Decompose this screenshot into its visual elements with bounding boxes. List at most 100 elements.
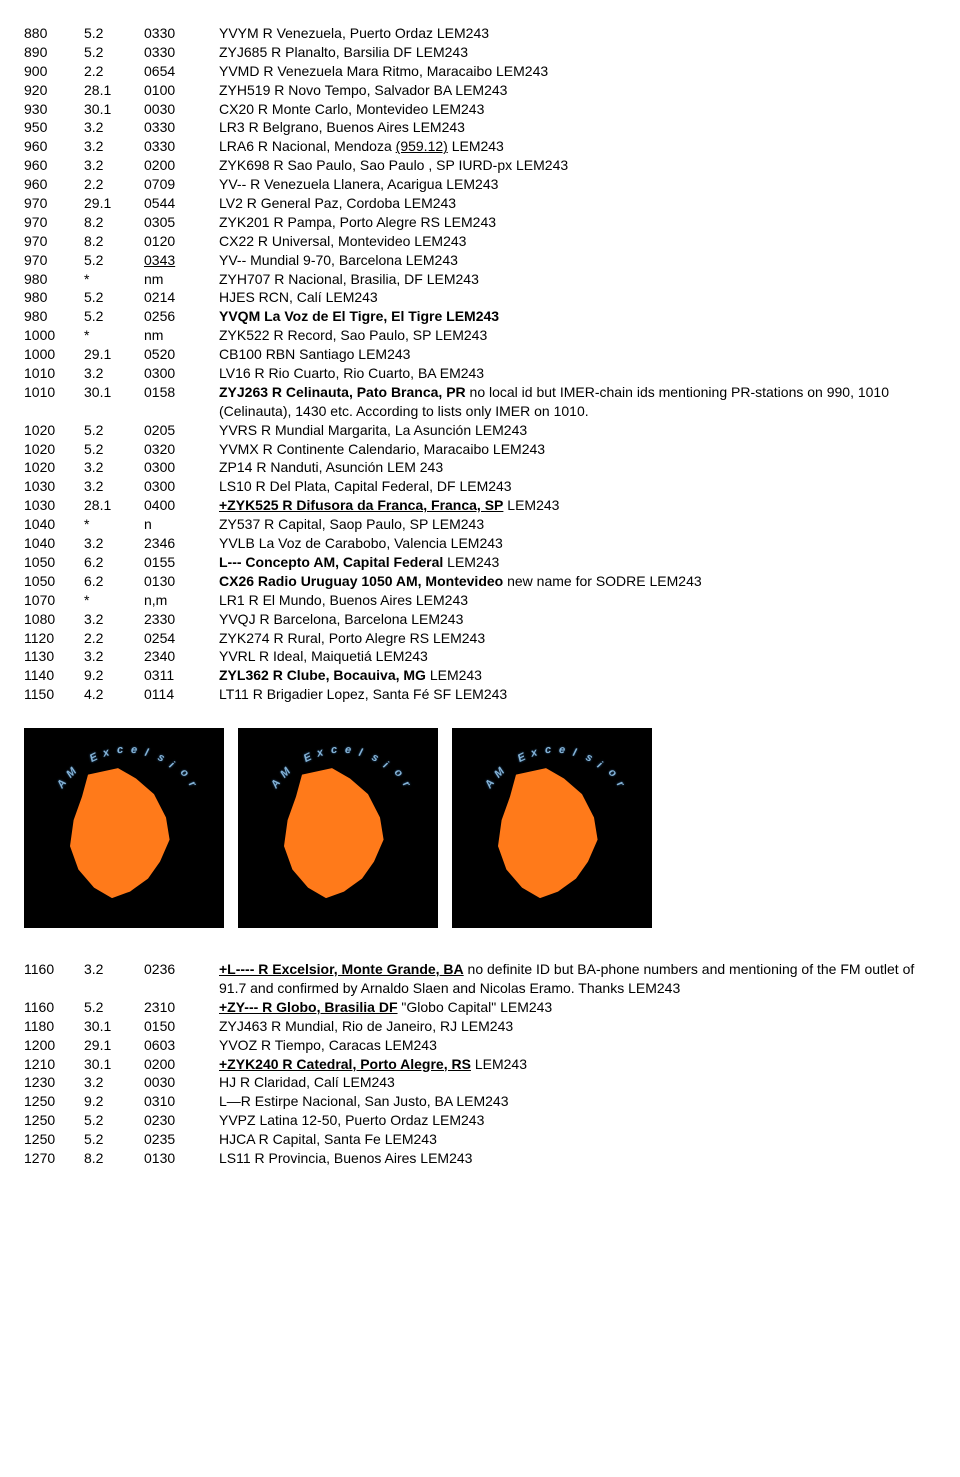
freq: 930 [24, 100, 84, 119]
freq: 950 [24, 118, 84, 137]
station-row: 103028.10400+ZYK525 R Difusora da Franca… [24, 496, 936, 515]
station-row: 1040*nZY537 R Capital, Saop Paulo, SP LE… [24, 515, 936, 534]
station: +ZY--- R Globo, Brasilia DF "Globo Capit… [219, 998, 936, 1017]
date: 5.2 [84, 1130, 144, 1149]
freq: 1030 [24, 477, 84, 496]
time: 0120 [144, 232, 219, 251]
station-row: 100029.10520CB100 RBN Santiago LEM243 [24, 345, 936, 364]
freq: 1010 [24, 364, 84, 383]
station: LR1 R El Mundo, Buenos Aires LEM243 [219, 591, 936, 610]
time: 0236 [144, 960, 219, 998]
time: 0520 [144, 345, 219, 364]
date: 3.2 [84, 458, 144, 477]
station-row: 11605.22310+ZY--- R Globo, Brasilia DF "… [24, 998, 936, 1017]
freq: 980 [24, 270, 84, 289]
time: 0311 [144, 666, 219, 685]
station-row: 10303.20300LS10 R Del Plata, Capital Fed… [24, 477, 936, 496]
date: 3.2 [84, 647, 144, 666]
station: LV2 R General Paz, Cordoba LEM243 [219, 194, 936, 213]
date: 8.2 [84, 1149, 144, 1168]
freq: 1050 [24, 553, 84, 572]
station: YVYM R Venezuela, Puerto Ordaz LEM243 [219, 24, 936, 43]
time: 0030 [144, 1073, 219, 1092]
station: YV-- Mundial 9-70, Barcelona LEM243 [219, 251, 936, 270]
logo-text: AM Excelsior [278, 734, 418, 764]
station: HJCA R Capital, Santa Fe LEM243 [219, 1130, 936, 1149]
time: 0330 [144, 24, 219, 43]
am-excelsior-logo: AM Excelsior [238, 728, 438, 928]
am-excelsior-logo: AM Excelsior [24, 728, 224, 928]
station-row: 101030.10158ZYJ263 R Celinauta, Pato Bra… [24, 383, 936, 421]
time: 0200 [144, 156, 219, 175]
station: ZYJ685 R Planalto, Barsilia DF LEM243 [219, 43, 936, 62]
station: ZYK698 R Sao Paulo, Sao Paulo , SP IURD-… [219, 156, 936, 175]
station: YVQJ R Barcelona, Barcelona LEM243 [219, 610, 936, 629]
time: 0100 [144, 81, 219, 100]
station-row: 12505.20235HJCA R Capital, Santa Fe LEM2… [24, 1130, 936, 1149]
time: 0230 [144, 1111, 219, 1130]
time: 2310 [144, 998, 219, 1017]
station-row: 8805.20330YVYM R Venezuela, Puerto Ordaz… [24, 24, 936, 43]
freq: 1040 [24, 534, 84, 553]
date: 2.2 [84, 175, 144, 194]
freq: 1210 [24, 1055, 84, 1074]
station: ZYK201 R Pampa, Porto Alegre RS LEM243 [219, 213, 936, 232]
station: ZYJ263 R Celinauta, Pato Branca, PR no l… [219, 383, 936, 421]
logo-row: AM Excelsior AM Excelsior AM Excelsior [24, 728, 936, 928]
station: ZYJ463 R Mundial, Rio de Janeiro, RJ LEM… [219, 1017, 936, 1036]
station: ZYK274 R Rural, Porto Alegre RS LEM243 [219, 629, 936, 648]
station: CX22 R Universal, Montevideo LEM243 [219, 232, 936, 251]
station-table-2: 11603.20236+L---- R Excelsior, Monte Gra… [24, 960, 936, 1168]
freq: 960 [24, 137, 84, 156]
station-row: 9805.20256YVQM La Voz de El Tigre, El Ti… [24, 307, 936, 326]
time: 0130 [144, 1149, 219, 1168]
station-row: 12505.20230YVPZ Latina 12-50, Puerto Ord… [24, 1111, 936, 1130]
station-row: 10203.20300ZP14 R Nanduti, Asunción LEM … [24, 458, 936, 477]
date: 3.2 [84, 960, 144, 998]
date: 3.2 [84, 118, 144, 137]
freq: 970 [24, 232, 84, 251]
freq: 920 [24, 81, 84, 100]
time: 0114 [144, 685, 219, 704]
station-row: 1070*n,mLR1 R El Mundo, Buenos Aires LEM… [24, 591, 936, 610]
time: 0320 [144, 440, 219, 459]
date: 2.2 [84, 62, 144, 81]
station-row: 12509.20310L—R Estirpe Nacional, San Jus… [24, 1092, 936, 1111]
station: YVQM La Voz de El Tigre, El Tigre LEM243 [219, 307, 936, 326]
station-row: 10103.20300LV16 R Rio Cuarto, Rio Cuarto… [24, 364, 936, 383]
station: ZYH519 R Novo Tempo, Salvador BA LEM243 [219, 81, 936, 100]
date: 5.2 [84, 43, 144, 62]
station: LT11 R Brigadier Lopez, Santa Fé SF LEM2… [219, 685, 936, 704]
freq: 1140 [24, 666, 84, 685]
freq: 960 [24, 156, 84, 175]
freq: 1070 [24, 591, 84, 610]
time: 0709 [144, 175, 219, 194]
date: 6.2 [84, 572, 144, 591]
station: L—R Estirpe Nacional, San Justo, BA LEM2… [219, 1092, 936, 1111]
station-row: 11603.20236+L---- R Excelsior, Monte Gra… [24, 960, 936, 998]
freq: 1200 [24, 1036, 84, 1055]
date: 5.2 [84, 307, 144, 326]
date: 8.2 [84, 232, 144, 251]
date: 30.1 [84, 383, 144, 421]
date: 3.2 [84, 534, 144, 553]
time: 0330 [144, 137, 219, 156]
station: +ZYK240 R Catedral, Porto Alegre, RS LEM… [219, 1055, 936, 1074]
time: 2330 [144, 610, 219, 629]
date: 3.2 [84, 364, 144, 383]
date: 29.1 [84, 345, 144, 364]
date: 30.1 [84, 1017, 144, 1036]
station-row: 10403.22346YVLB La Voz de Carabobo, Vale… [24, 534, 936, 553]
station: L--- Concepto AM, Capital Federal LEM243 [219, 553, 936, 572]
freq: 1180 [24, 1017, 84, 1036]
station: ZY537 R Capital, Saop Paulo, SP LEM243 [219, 515, 936, 534]
time: 0300 [144, 477, 219, 496]
station-row: 9002.20654YVMD R Venezuela Mara Ritmo, M… [24, 62, 936, 81]
freq: 970 [24, 213, 84, 232]
freq: 970 [24, 194, 84, 213]
station: ZYH707 R Nacional, Brasilia, DF LEM243 [219, 270, 936, 289]
date: 5.2 [84, 251, 144, 270]
station-row: 121030.10200+ZYK240 R Catedral, Porto Al… [24, 1055, 936, 1074]
station: HJES RCN, Calí LEM243 [219, 288, 936, 307]
freq: 890 [24, 43, 84, 62]
